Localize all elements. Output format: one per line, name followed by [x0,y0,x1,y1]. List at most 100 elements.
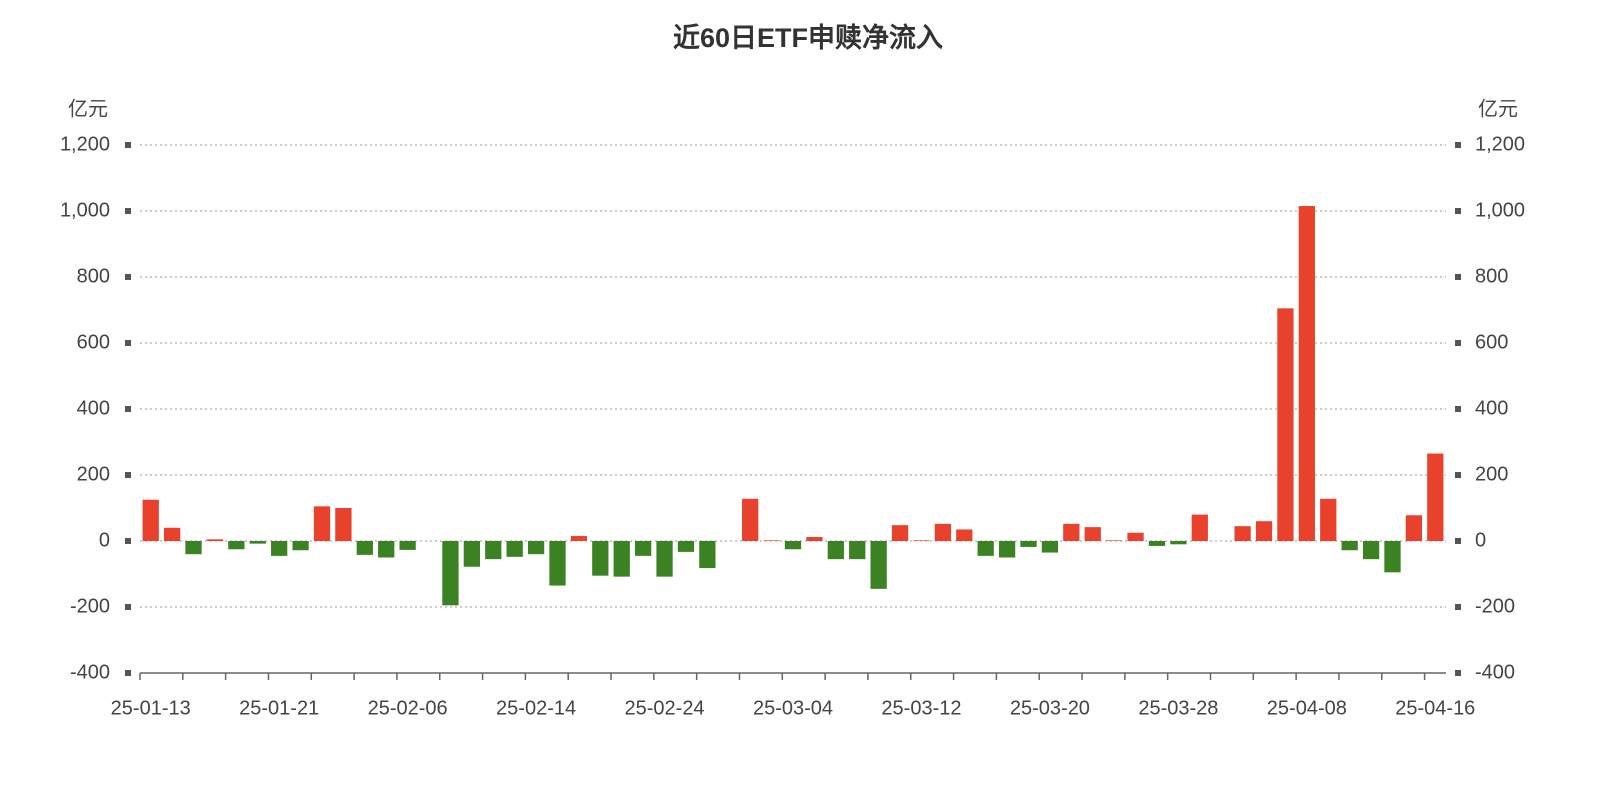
y-tick-mark [125,472,131,478]
bar [1041,541,1059,553]
y2-tick-label: 1,200 [1475,133,1525,155]
y2-tick-mark [1455,208,1461,214]
bar [956,529,973,541]
x-tick-label: 25-02-06 [368,697,448,719]
x-tick-label: 25-03-28 [1138,697,1218,719]
y2-tick-mark [1455,472,1461,478]
y2-tick-label: 800 [1475,265,1508,287]
bar [1170,541,1187,545]
y-tick-mark [125,538,131,544]
bar [335,508,352,541]
x-tick-label: 25-01-13 [111,697,191,719]
bar [677,541,695,552]
bar [870,541,887,589]
bar [399,541,416,550]
bar [527,541,545,555]
bar [1148,541,1166,546]
bar [485,541,502,560]
bar [656,541,673,577]
bar [1341,541,1358,551]
y-tick-label: -200 [70,595,110,617]
y-tick-label: 800 [77,265,110,287]
y2-tick-mark [1455,406,1461,412]
bar [142,499,159,541]
y2-tick-label: -200 [1475,595,1515,617]
bar [228,541,245,550]
y-tick-mark [125,208,131,214]
bar [1084,527,1101,541]
y2-tick-mark [1455,142,1461,148]
bar [506,541,523,557]
y2-tick-mark [1455,538,1461,544]
bar [1277,308,1294,541]
bar [742,498,759,541]
bar [1020,541,1037,547]
y-axis-label: 亿元 [68,97,108,120]
y-tick-label: 0 [99,529,110,551]
bar [592,541,609,576]
y-tick-mark [125,604,131,610]
bar [1234,526,1251,541]
bar [806,537,823,541]
y-tick-label: 1,200 [60,133,110,155]
bar [356,541,373,555]
x-tick-label: 25-03-04 [753,697,833,719]
y2-axis-label: 亿元 [1478,97,1518,120]
bar [1106,540,1123,541]
y2-tick-mark [1455,340,1461,346]
bar [613,541,630,577]
x-tick-label: 25-03-20 [1010,697,1090,719]
y2-tick-label: 400 [1475,397,1508,419]
x-tick-label: 25-02-24 [625,697,705,719]
bar [1384,541,1401,573]
x-tick-label: 25-04-08 [1267,697,1347,719]
bar [271,541,288,556]
bar [570,536,588,541]
y2-tick-mark [1455,670,1461,676]
bar [249,541,266,544]
bar [977,541,994,556]
y2-tick-label: 600 [1475,331,1508,353]
bar [784,541,802,550]
bar [1063,523,1080,541]
y-tick-mark [125,670,131,676]
y2-tick-mark [1455,274,1461,280]
bar [849,541,866,560]
bar [1191,514,1208,541]
x-tick-label: 25-03-12 [881,697,961,719]
bar [1127,532,1144,541]
bar [1427,453,1444,541]
y-tick-mark [125,142,131,148]
bar [1255,521,1273,541]
y-tick-label: 600 [77,331,110,353]
bar [185,541,202,555]
x-tick-label: 25-01-21 [239,697,319,719]
bar [206,539,224,541]
bar [1320,498,1337,541]
bar [163,527,181,541]
x-tick-label: 25-02-14 [496,697,576,719]
y2-tick-label: 0 [1475,529,1486,551]
y2-tick-mark [1455,604,1461,610]
bar [378,541,395,558]
bar [1298,206,1315,542]
bar [1405,515,1423,541]
bar [463,541,480,567]
y-tick-mark [125,406,131,412]
y2-tick-label: 200 [1475,463,1508,485]
bar [699,541,716,569]
chart-title: 近60日ETF申赎净流入 [673,23,943,53]
y-tick-mark [125,340,131,346]
bar [313,506,331,541]
bar [827,541,844,560]
bar [913,540,930,541]
bar [891,525,909,541]
y-tick-mark [125,274,131,280]
bar [634,541,652,556]
bar [549,541,566,586]
y-tick-label: 200 [77,463,110,485]
bar [442,541,459,606]
y-tick-label: -400 [70,661,110,683]
y2-tick-label: 1,000 [1475,199,1525,221]
